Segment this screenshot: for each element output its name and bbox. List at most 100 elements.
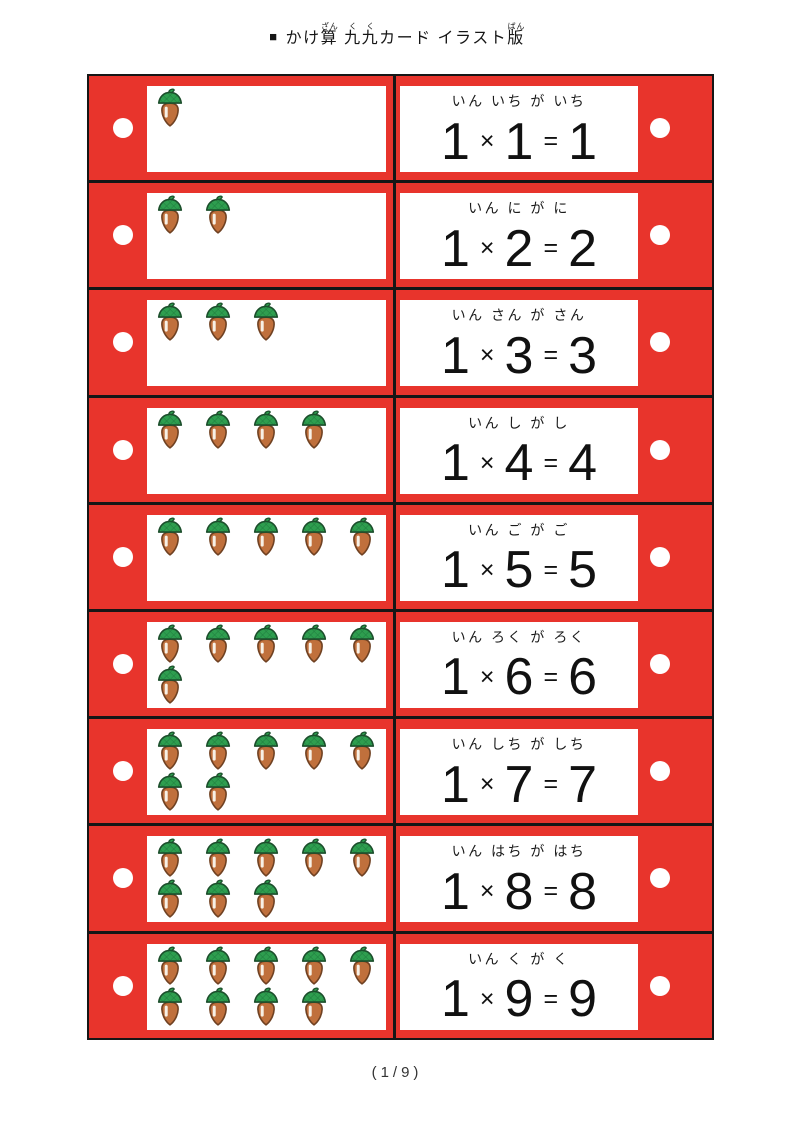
acorn-icon [157,517,183,556]
multiplier: 2 [504,219,534,278]
equation: 1 × 6 = 6 [400,647,638,708]
acorn-icon [157,88,183,127]
equals-sign: = [543,555,559,584]
card-divider [393,181,396,290]
equals-sign: = [543,234,559,263]
reading-text: いん に が に [468,200,570,217]
multiplier: 4 [504,434,534,493]
acorn-icon [301,986,327,1026]
reading-text: いん く が く [468,950,570,967]
punch-hole-left [113,546,133,567]
multiplier: 8 [504,862,534,921]
acorn-icon [157,731,183,770]
acorn-box [147,943,386,1030]
acorn-icon [157,665,183,704]
equation-box: いん はち が はち 1 × 8 = 8 [400,836,638,923]
punch-hole-left [113,868,133,889]
equation-box: いん し が し 1 × 4 = 4 [400,407,638,494]
title-text-segment: かけ [285,30,321,47]
multiplier: 6 [504,648,534,707]
acorn-icon [349,731,375,770]
card-divider [393,931,396,1040]
acorn-icon [253,302,279,342]
card-divider [393,74,396,183]
multiplier: 1 [504,112,534,171]
punch-hole-right [650,546,670,567]
punch-hole-right [650,225,670,246]
kuku-card: いん に が に 1 × 2 = 2 [87,181,714,290]
product: 5 [568,541,597,600]
acorn-icon [205,409,231,449]
times-sign: × [479,555,495,584]
acorn-icon [157,986,183,1026]
kuku-card: いん しち が しち 1 × 7 = 7 [87,717,714,826]
multiplier: 9 [504,970,534,1028]
card-divider [393,824,396,933]
title-ruby-segment: 算ざん [320,22,339,47]
kuku-card: いん ご が ご 1 × 5 = 5 [87,502,714,611]
acorn-icon [349,517,375,556]
acorn-icon [253,945,279,985]
times-sign: × [479,448,495,477]
times-sign: × [479,984,495,1013]
punch-hole-right [650,332,670,353]
card-divider [393,395,396,504]
product: 3 [568,326,597,385]
product: 9 [568,970,597,1028]
reading-text: いん いち が いち [451,93,587,109]
title-ruby-segment: 版ばん [507,22,525,47]
punch-hole-left [113,975,133,996]
punch-hole-right [650,439,670,460]
equation: 1 × 3 = 3 [400,325,638,386]
title-bullet-icon: ■ [269,29,279,44]
acorn-icon [301,731,327,770]
page-number: (1/9) [371,1064,423,1081]
punch-hole-left [113,118,133,139]
times-sign: × [479,234,495,263]
punch-hole-right [650,761,670,782]
card-divider [393,609,396,719]
punch-hole-right [650,654,670,675]
kuku-card: いん し が し 1 × 4 = 4 [87,395,714,504]
product: 2 [568,219,597,278]
acorn-icon [301,945,327,985]
equation: 1 × 8 = 8 [400,861,638,922]
equation-box: いん いち が いち 1 × 1 = 1 [400,86,638,172]
reading-text: いん し が し [468,414,570,431]
acorn-icon [157,624,183,663]
acorn-icon [157,879,183,919]
acorn-box [147,407,386,494]
reading-text: いん はち が はち [451,843,587,860]
punch-hole-left [113,654,133,675]
acorn-icon [349,945,375,985]
acorn-icon [301,624,327,663]
acorn-icon [205,838,231,878]
equals-sign: = [543,984,559,1013]
equation-box: いん ご が ご 1 × 5 = 5 [400,514,638,601]
equation: 1 × 7 = 7 [400,754,638,815]
punch-hole-left [113,332,133,353]
multiplicand: 1 [441,326,470,385]
product: 7 [568,755,597,814]
multiplicand: 1 [441,862,470,921]
equation: 1 × 5 = 5 [400,540,638,601]
punch-hole-left [113,439,133,460]
equation: 1 × 1 = 1 [400,111,638,172]
equals-sign: = [543,448,559,477]
acorn-box [147,621,386,708]
acorn-box [147,514,386,601]
acorn-box [147,193,386,280]
multiplicand: 1 [441,434,470,493]
kuku-card: いん はち が はち 1 × 8 = 8 [87,824,714,933]
product: 8 [568,862,597,921]
equation-box: いん ろく が ろく 1 × 6 = 6 [400,621,638,708]
card-divider [393,502,396,611]
equals-sign: = [543,877,559,906]
kuku-card: いん いち が いち 1 × 1 = 1 [87,74,714,183]
multiplier: 5 [504,541,534,600]
acorn-box [147,300,386,387]
acorn-icon [253,879,279,919]
acorn-icon [205,986,231,1026]
equals-sign: = [543,662,559,691]
